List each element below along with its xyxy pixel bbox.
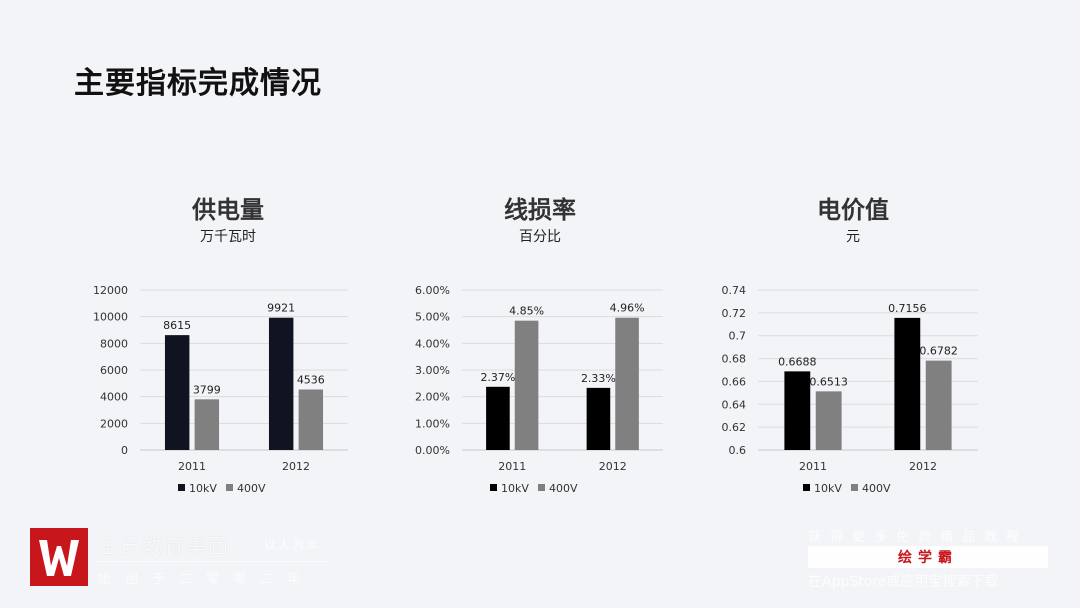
- page-title: 主要指标完成情况: [74, 66, 322, 101]
- chart-2-ytick-label: 0.00%: [415, 444, 450, 457]
- chart-1-ytick-label: 12000: [93, 284, 128, 297]
- chart-1-data-label: 9921: [267, 302, 295, 315]
- chart-2-legend-label: 400V: [549, 482, 578, 495]
- chart-3-data-label: 0.7156: [888, 302, 927, 315]
- chart-3-ytick-label: 0.66: [722, 375, 747, 388]
- chart-3-data-label: 0.6782: [919, 345, 958, 358]
- chart-3-bar-400v: [815, 391, 842, 450]
- org-name: 王氏教育集团: [98, 534, 230, 558]
- chart-3-ytick-label: 0.74: [722, 284, 747, 297]
- chart-3-data-label: 0.6513: [809, 375, 848, 388]
- chart-2-bar-10kv: [486, 386, 510, 450]
- chart-1-xtick-label: 2011: [178, 460, 206, 473]
- chart-2-title: 线损率: [504, 196, 576, 224]
- chart-2-legend-label: 10kV: [501, 482, 529, 495]
- chart-1-legend-label: 10kV: [189, 482, 217, 495]
- org-founded: 始创于二零零二年: [98, 572, 315, 587]
- chart-1-bar-400v: [194, 399, 220, 450]
- org-slogan: 以人为本: [264, 538, 321, 552]
- org-logo: [30, 528, 88, 586]
- chart-3-ytick-label: 0.7: [729, 330, 747, 343]
- chart-1-ytick-label: 4000: [100, 391, 128, 404]
- chart-3-ytick-label: 0.72: [722, 307, 747, 320]
- chart-2-ytick-label: 6.00%: [415, 284, 450, 297]
- chart-2-data-label: 2.33%: [581, 372, 616, 385]
- chart-1-ytick-label: 0: [121, 444, 128, 457]
- chart-3-ytick-label: 0.62: [722, 421, 747, 434]
- chart-3-bar-400v: [925, 360, 952, 450]
- chart-2-xtick-label: 2011: [498, 460, 526, 473]
- chart-2-legend-swatch: [538, 484, 545, 491]
- chart-3-legend-swatch: [851, 484, 858, 491]
- chart-2-xtick-label: 2012: [599, 460, 627, 473]
- chart-2-data-label: 4.85%: [509, 305, 544, 318]
- chart-1-subtitle: 万千瓦时: [200, 229, 256, 245]
- chart-3-title: 电价值: [817, 196, 889, 224]
- chart-3-legend-swatch: [803, 484, 810, 491]
- footer-divider: [98, 561, 328, 562]
- chart-1-bar-10kv: [268, 317, 294, 450]
- chart-2-subtitle: 百分比: [519, 229, 561, 245]
- org-watermark: 王氏教育集团 以人为本 始创于二零零二年: [30, 528, 340, 590]
- chart-3-legend-label: 10kV: [814, 482, 842, 495]
- chart-1-data-label: 4536: [297, 374, 325, 387]
- chart-1-xtick-label: 2012: [282, 460, 310, 473]
- chart-1-bar-400v: [298, 389, 324, 450]
- chart-2-legend-swatch: [490, 484, 497, 491]
- chart-1-data-label: 3799: [193, 383, 221, 396]
- chart-1-data-label: 8615: [163, 319, 191, 332]
- chart-2-bar-10kv: [586, 387, 611, 450]
- chart-2-ytick-label: 1.00%: [415, 417, 450, 430]
- chart-3-xtick-label: 2012: [909, 460, 937, 473]
- chart-2-ytick-label: 2.00%: [415, 391, 450, 404]
- chart-3-data-label: 0.6688: [778, 355, 817, 368]
- chart-2-data-label: 4.96%: [610, 302, 645, 315]
- chart-2-ytick-label: 3.00%: [415, 364, 450, 377]
- chart-3-ytick-label: 0.6: [729, 444, 747, 457]
- promo-line-1: 获得更多免费精品教程: [808, 530, 1029, 545]
- chart-1-ytick-label: 8000: [100, 337, 128, 350]
- promo-watermark: 获得更多免费精品教程 绘学霸 在AppStore或应用宝搜索下载: [808, 526, 1053, 590]
- promo-line-2: 在AppStore或应用宝搜索下载: [808, 574, 999, 590]
- chart-1-legend-label: 400V: [237, 482, 266, 495]
- chart-3-subtitle: 元: [846, 229, 860, 245]
- chart-3-legend-label: 400V: [862, 482, 891, 495]
- chart-1-legend-swatch: [178, 484, 185, 491]
- brand-name: 绘学霸: [898, 550, 958, 566]
- chart-2-data-label: 2.37%: [480, 371, 515, 384]
- chart-1-legend-swatch: [226, 484, 233, 491]
- chart-3-ytick-label: 0.68: [722, 353, 747, 366]
- chart-1-ytick-label: 6000: [100, 364, 128, 377]
- chart-3-bar-10kv: [894, 317, 921, 450]
- chart-1-ytick-label: 2000: [100, 417, 128, 430]
- chart-3-bar-10kv: [784, 371, 811, 450]
- chart-2-ytick-label: 5.00%: [415, 311, 450, 324]
- brand-bar: [808, 546, 1048, 568]
- chart-3-xtick-label: 2011: [799, 460, 827, 473]
- chart-1-ytick-label: 10000: [93, 311, 128, 324]
- chart-2-bar-400v: [615, 317, 639, 450]
- chart-2-bar-400v: [514, 320, 539, 450]
- chart-1-bar-10kv: [164, 335, 190, 450]
- chart-2-ytick-label: 4.00%: [415, 337, 450, 350]
- chart-3-ytick-label: 0.64: [722, 398, 747, 411]
- chart-1-title: 供电量: [191, 196, 264, 224]
